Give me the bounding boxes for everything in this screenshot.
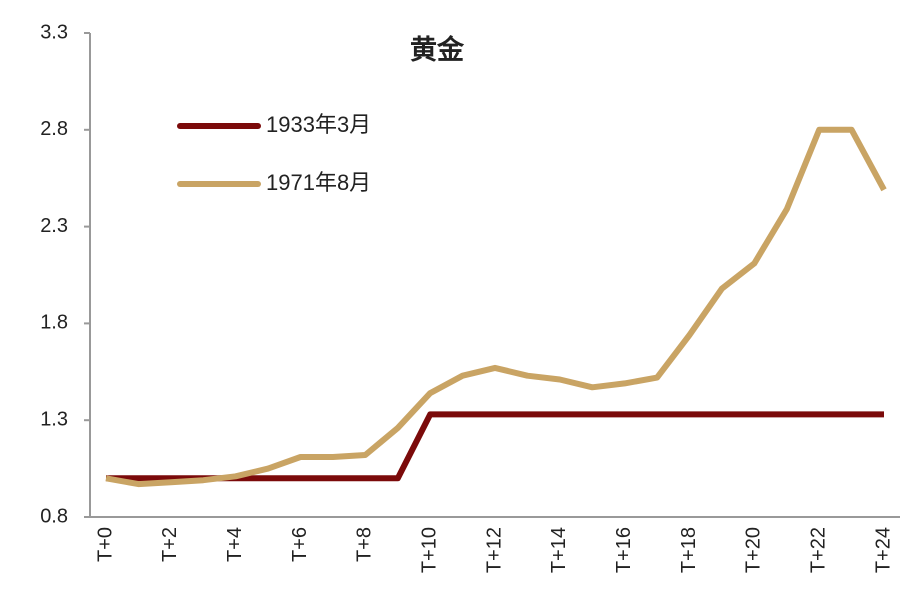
x-tick-label: T+18 <box>678 527 700 573</box>
y-tick-label: 2.8 <box>40 118 68 140</box>
y-tick-label: 1.3 <box>40 408 68 430</box>
x-tick-label: T+6 <box>289 527 311 562</box>
x-tick-label: T+12 <box>483 527 505 573</box>
x-tick-label: T+22 <box>807 527 829 573</box>
chart-title: 黄金 <box>410 34 465 65</box>
x-tick-label: T+4 <box>224 527 246 562</box>
line-series <box>106 411 884 482</box>
legend-label: 1933年3月 <box>266 112 371 137</box>
x-tick-label: T+16 <box>613 527 635 573</box>
x-tick-label: T+8 <box>354 527 376 562</box>
y-tick-label: 0.8 <box>40 505 68 527</box>
x-tick-label: T+14 <box>548 527 570 573</box>
x-tick-label: T+0 <box>94 527 116 562</box>
x-tick-label: T+10 <box>418 527 440 573</box>
x-tick-label: T+2 <box>159 527 181 562</box>
line-series <box>105 126 887 488</box>
x-tick-label: T+20 <box>743 527 765 573</box>
legend-label: 1971年8月 <box>266 170 371 195</box>
y-tick-label: 1.8 <box>40 312 68 334</box>
y-tick-label: 3.3 <box>40 21 68 43</box>
y-tick-label: 2.3 <box>40 215 68 237</box>
x-tick-label: T+24 <box>872 527 894 573</box>
